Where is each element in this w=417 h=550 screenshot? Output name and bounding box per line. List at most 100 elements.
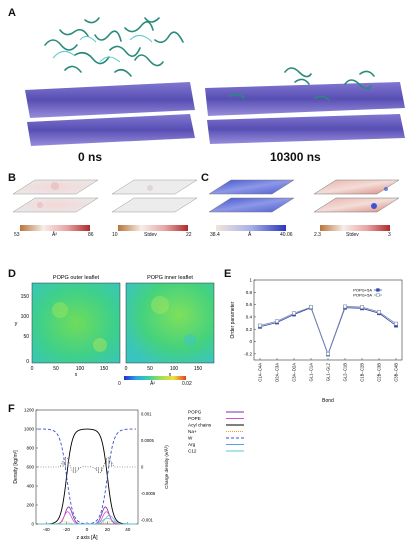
y-tick-label: 0.2 [246,327,253,332]
d-y-tick-0: 0 [26,359,29,365]
x-tick-label: C1A−C4A [258,363,263,382]
curve-popg [38,506,136,525]
panel-c-thickness-maps [208,179,400,213]
colorbar-b-right [118,225,188,231]
x-tick-label: -20 [63,527,70,533]
y-tick-label: 200 [26,503,34,508]
series-1-point [309,305,313,309]
colorbar-d-min: 0 [118,381,121,387]
x-tick-label: C3B−C4B [394,363,399,382]
d-x2-tick-0: 0 [125,366,128,372]
series-1-point [394,321,398,326]
colorbar-c-left [216,225,286,231]
series-1-point [275,319,279,324]
y-tick-label: 0 [249,339,252,344]
x-tick-label: D2A−C3A [275,363,280,382]
d-x2-tick-150: 150 [194,366,203,372]
x-tick-label: C2B−C3B [377,363,382,382]
panel-label-a: A [8,7,16,19]
d-x-tick-50: 50 [53,366,59,372]
colorbar-c-left-unit: Å [248,232,252,238]
legend-marker-1 [376,293,380,297]
series-1-point [326,351,330,356]
colorbar-b-left [20,225,90,231]
y2-tick-label: -0.0005 [141,491,156,496]
d-y-tick-150: 150 [21,294,30,300]
d-x2-tick-100: 100 [170,366,179,372]
colorbar-b-right-min: 10 [112,232,118,238]
heatmap-inner-title: POPG inner leaflet [147,275,193,281]
colorbar-b-left-max: 86 [88,232,94,238]
x-tick-label: 20 [105,527,111,533]
y-tick-label: 1200 [24,408,35,413]
d-x-tick-150: 150 [100,366,109,372]
y2-tick-label: 0 [141,465,144,470]
x-tick-label: GL2−C1B [343,363,348,382]
series-1-point [343,304,347,309]
series-line-1 [259,306,397,356]
y2-tick-label: 0.0005 [141,438,154,443]
y-tick-label: 1000 [24,427,35,432]
heatmap-outer-leaflet [31,282,121,364]
panel-d-heatmaps: POPG outer leaflet POPG inner leaflet 15… [15,275,215,378]
y-axis-label: Density [kg/m³] [13,450,19,484]
y-axis-label: Order parameter [230,301,236,338]
colorbar-b-left-unit: Å² [52,232,57,238]
d-x-tick-0: 0 [31,366,34,372]
y-tick-label: 0.4 [246,315,253,320]
curve-water [38,428,136,525]
y-tick-label: -0.2 [244,351,252,356]
panel-label-d: D [8,268,16,280]
heatmap-outer-title: POPG outer leaflet [53,275,100,281]
colorbar-c-right [320,225,390,231]
x-tick-label: C3A−D2A [292,363,297,382]
y-tick-label: 0.6 [246,302,253,307]
legend-marker-0 [376,288,380,292]
series-1-point [292,311,296,316]
x-tick-label: GL1−GL2 [326,362,331,381]
colorbar-d-unit: Å² [150,381,155,387]
panel-label-f: F [8,403,15,415]
y-tick-label: 0.8 [246,290,253,295]
panel-label-c: C [201,172,209,184]
legend-label-0: POPG+5A [353,288,372,293]
legend-label-4: W [188,436,193,441]
time-label-10300ns: 10300 ns [270,150,321,164]
colorbar-b-right-unit: Stdev [144,232,157,238]
panel-label-b: B [8,172,16,184]
y-tick-label: 0 [31,522,34,527]
colorbar-c-right-unit: Stdev [346,232,359,238]
heatmap-inner-leaflet [125,282,215,364]
y2-tick-label: -0.001 [141,518,154,523]
series-1-point [258,323,262,328]
y-tick-label: 800 [26,446,34,451]
colorbar-c-left-max: 40.06 [280,232,293,238]
y-tick-label: 1 [249,278,252,283]
y-tick-label: 400 [26,484,34,489]
legend-label-1: POPG+5A [353,293,372,298]
legend-label-0: POPG [188,410,202,415]
colorbar-b-left-min: 53 [14,232,20,238]
series-1-point [377,310,381,314]
series-line-0 [259,307,397,356]
colorbar-d-max: 0.02 [182,381,192,387]
legend-label-2: Acyl chains [188,423,212,428]
d-xlabel-outer: x [75,372,78,378]
legend-label-6: C12 [188,449,197,454]
order-parameter-chart: -0.2 0 0.2 0.4 0.6 0.8 1 Order parameter C1A−C4A… [230,278,403,404]
curve-charge-density [38,456,136,474]
colorbar-c-right-max: 3 [388,232,391,238]
x-tick-label: -40 [43,527,50,533]
x-tick-label: 0 [86,527,89,533]
d-x2-tick-50: 50 [147,366,153,372]
y2-axis-label: Charge density (e/Å³) [163,445,169,489]
y2-tick-label: 0.001 [141,412,152,417]
colorbar-c-right-min: 2.3 [314,232,321,238]
colorbar-d [124,376,186,380]
x-tick-label: C1B−C2B [360,363,365,382]
x-axis-label: z axis [Å] [76,534,98,541]
x-tick-label: 40 [125,527,131,533]
d-x-tick-100: 100 [76,366,85,372]
x-axis-label: Bond [322,398,334,404]
series-1-point [360,305,364,309]
